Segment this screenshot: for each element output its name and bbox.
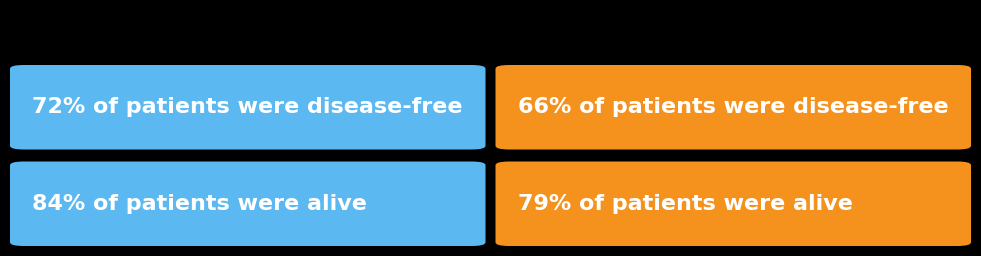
FancyBboxPatch shape bbox=[495, 162, 971, 246]
FancyBboxPatch shape bbox=[10, 65, 486, 150]
FancyBboxPatch shape bbox=[495, 65, 971, 150]
FancyBboxPatch shape bbox=[10, 162, 486, 246]
Text: 84% of patients were alive: 84% of patients were alive bbox=[32, 194, 367, 214]
Text: 66% of patients were disease-free: 66% of patients were disease-free bbox=[518, 97, 948, 117]
Text: 79% of patients were alive: 79% of patients were alive bbox=[518, 194, 852, 214]
Text: 72% of patients were disease-free: 72% of patients were disease-free bbox=[32, 97, 462, 117]
